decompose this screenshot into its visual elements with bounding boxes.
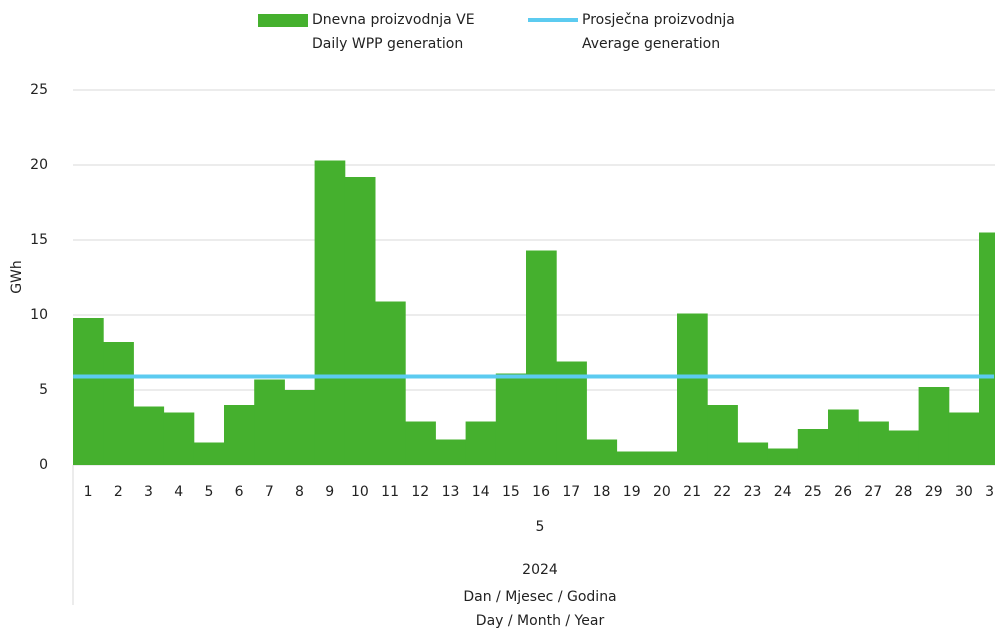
x-tick-label: 14 xyxy=(472,484,490,500)
bar xyxy=(586,439,618,465)
x-tick-label: 15 xyxy=(502,484,520,500)
x-level-label: 5 xyxy=(536,519,545,535)
x-tick-label: 23 xyxy=(744,484,762,500)
bar xyxy=(284,390,316,465)
bar xyxy=(737,442,769,465)
x-tick-label: 21 xyxy=(683,484,701,500)
y-tick-label: 10 xyxy=(30,307,48,323)
x-tick-label: 1 xyxy=(84,484,93,500)
bar xyxy=(224,405,255,465)
x-tick-label: 29 xyxy=(925,484,943,500)
bar xyxy=(677,313,708,465)
x-tick-label: 2 xyxy=(114,484,123,500)
x-level-label: 2024 xyxy=(522,562,558,578)
y-tick-label: 5 xyxy=(39,382,48,398)
bar xyxy=(465,421,497,465)
x-tick-label: 9 xyxy=(325,484,334,500)
bar xyxy=(858,421,889,465)
x-tick-label: 16 xyxy=(532,484,550,500)
x-tick-label: 5 xyxy=(204,484,213,500)
bar xyxy=(344,177,376,465)
bar xyxy=(314,160,346,465)
bar xyxy=(405,421,436,465)
x-tick-label: 3 xyxy=(144,484,153,500)
x-tick-label: 28 xyxy=(895,484,913,500)
bar xyxy=(918,387,950,465)
bar xyxy=(797,429,829,465)
legend-label: Prosječna proizvodnja Average generation xyxy=(582,12,735,52)
y-tick-label: 25 xyxy=(30,82,48,98)
x-tick-label: 30 xyxy=(955,484,973,500)
bar xyxy=(163,412,195,465)
x-tick-label: 13 xyxy=(442,484,460,500)
bar xyxy=(616,451,648,465)
bar xyxy=(375,301,406,465)
bar xyxy=(888,430,920,465)
y-tick-label: 0 xyxy=(39,457,48,473)
bar xyxy=(193,442,225,465)
x-tick-label: 26 xyxy=(834,484,852,500)
bar xyxy=(707,405,738,465)
bar xyxy=(556,361,587,465)
bar xyxy=(526,250,557,465)
x-tick-label: 10 xyxy=(351,484,369,500)
x-tick-label: 24 xyxy=(774,484,792,500)
legend-swatch xyxy=(258,14,308,27)
bar xyxy=(254,379,285,465)
bar xyxy=(103,342,134,465)
x-tick-label: 25 xyxy=(804,484,822,500)
x-tick-label: 17 xyxy=(562,484,580,500)
x-tick-label: 27 xyxy=(864,484,882,500)
bar xyxy=(979,232,995,465)
x-tick-label: 20 xyxy=(653,484,671,500)
legend-label: Dnevna proizvodnja VE Daily WPP generatio… xyxy=(312,12,475,52)
x-tick-label: 4 xyxy=(174,484,183,500)
x-tick-label: 19 xyxy=(623,484,641,500)
x-tick-label: 6 xyxy=(235,484,244,500)
bar xyxy=(948,412,980,465)
bar xyxy=(73,318,104,465)
x-tick-label: 7 xyxy=(265,484,274,500)
x-tick-label: 22 xyxy=(713,484,731,500)
y-tick-label: 20 xyxy=(30,157,48,173)
bar xyxy=(646,451,678,465)
bar xyxy=(828,409,859,465)
y-tick-label: 15 xyxy=(30,232,48,248)
bar xyxy=(133,406,165,465)
x-axis-title: Dan / Mjesec / Godina Day / Month / Year xyxy=(463,589,616,628)
x-tick-label: 8 xyxy=(295,484,304,500)
x-tick-label: 12 xyxy=(411,484,429,500)
x-tick-label: 18 xyxy=(593,484,611,500)
bar xyxy=(435,439,467,465)
x-tick-label: 31 xyxy=(985,484,995,500)
bar xyxy=(767,448,799,465)
bar xyxy=(495,373,527,465)
y-axis-title: GWh xyxy=(9,260,25,294)
x-tick-label: 11 xyxy=(381,484,399,500)
